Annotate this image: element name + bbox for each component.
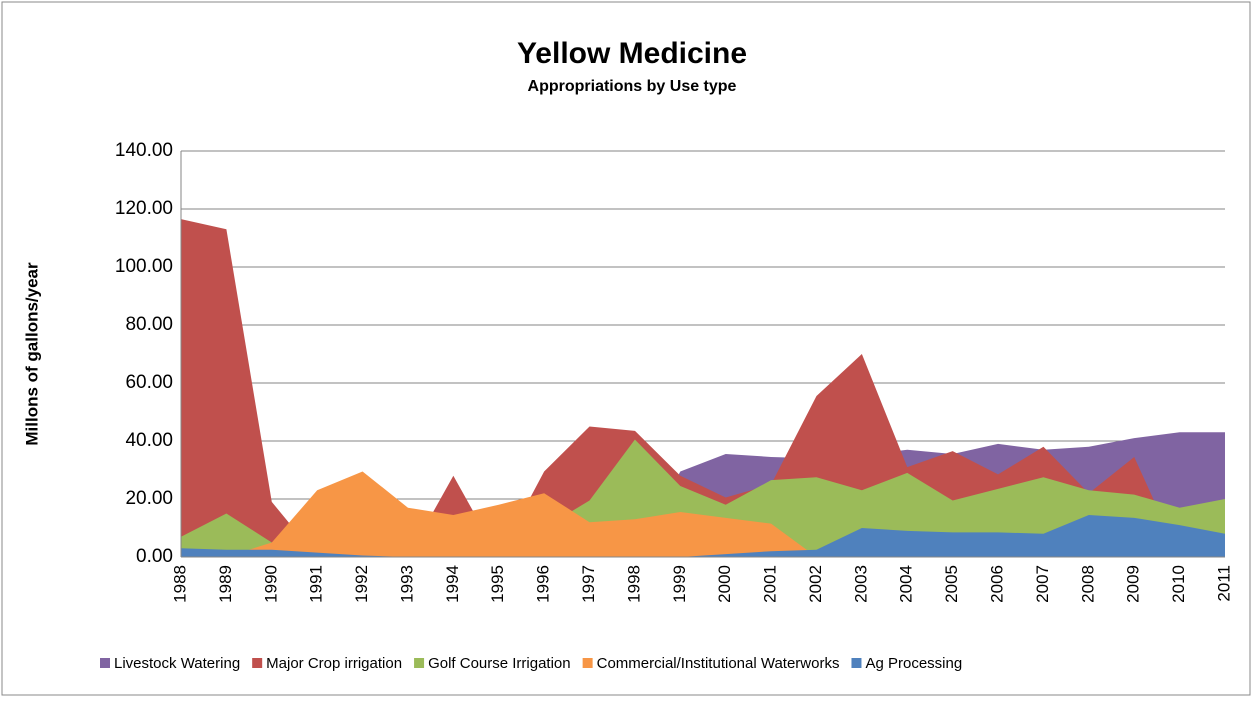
x-tick-label: 2005	[942, 565, 961, 603]
x-tick-label: 2007	[1033, 565, 1052, 603]
legend-label: Golf Course Irrigation	[428, 655, 571, 672]
chart-title: Yellow Medicine	[517, 37, 747, 70]
legend-label: Ag Processing	[865, 655, 962, 672]
x-tick-label: 1999	[670, 565, 689, 603]
y-axis-label: Millons of gallons/year	[22, 262, 41, 446]
x-tick-label: 2011	[1214, 565, 1233, 602]
x-tick-label: 1991	[307, 565, 326, 603]
y-tick-label: 120.00	[115, 198, 173, 219]
y-tick-label: 140.00	[115, 140, 173, 161]
area	[181, 471, 1225, 557]
x-tick-label: 2003	[851, 565, 870, 603]
y-tick-label: 80.00	[125, 314, 173, 335]
area	[181, 439, 1225, 557]
x-tick-label: 1993	[397, 565, 416, 603]
y-tick-label: 60.00	[125, 372, 173, 393]
legend-swatch	[252, 658, 263, 668]
x-tick-label: 2000	[715, 565, 734, 603]
x-tick-label: 1990	[261, 565, 280, 603]
x-tick-label: 1988	[170, 565, 189, 603]
legend-swatch	[851, 658, 862, 668]
x-tick-label: 2008	[1078, 565, 1097, 603]
x-tick-label: 1994	[443, 565, 462, 603]
x-tick-label: 2009	[1124, 565, 1143, 603]
x-tick-label: 1998	[624, 565, 643, 603]
legend-swatch	[582, 658, 593, 668]
x-tick-label: 2004	[897, 565, 916, 603]
x-tick-label: 2010	[1169, 565, 1188, 603]
legend-label: Major Crop irrigation	[266, 655, 402, 672]
legend-label: Livestock Watering	[114, 655, 240, 672]
x-tick-label: 1992	[352, 565, 371, 603]
y-tick-label: 20.00	[125, 488, 173, 509]
x-tick-label: 1996	[534, 565, 553, 603]
x-tick-label: 1989	[216, 565, 235, 603]
chart-subtitle: Appropriations by Use type	[528, 78, 737, 95]
legend-swatch	[100, 658, 110, 668]
x-tick-label: 1997	[579, 565, 598, 603]
area	[181, 219, 1225, 557]
y-tick-label: 40.00	[125, 430, 173, 451]
x-tick-label: 2001	[761, 565, 780, 603]
x-tick-label: 2002	[806, 565, 825, 603]
y-tick-label: 0.00	[136, 546, 173, 567]
area	[181, 514, 1225, 557]
legend-swatch	[414, 658, 425, 668]
x-tick-label: 1995	[488, 565, 507, 603]
legend-label: Commercial/Institutional Waterworks	[597, 655, 840, 672]
y-tick-label: 100.00	[115, 256, 173, 277]
x-tick-label: 2006	[988, 565, 1007, 603]
